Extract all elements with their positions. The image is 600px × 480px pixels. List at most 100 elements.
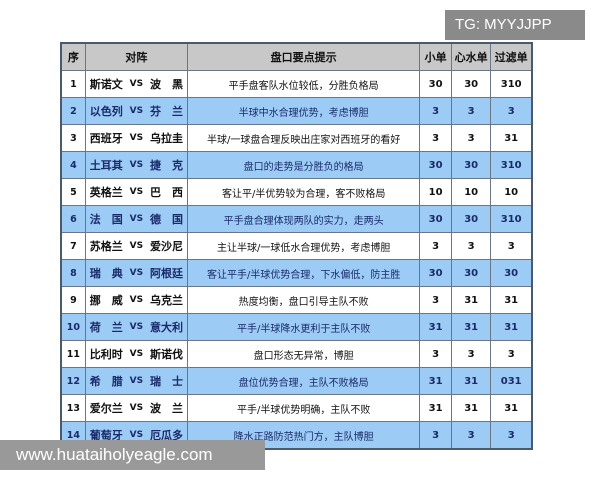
home-team: 爱尔兰 [89, 402, 123, 415]
row-small: 30 [419, 70, 452, 98]
away-team: 芬 兰 [149, 105, 183, 118]
away-team: 乌克兰 [149, 294, 183, 307]
row-small: 10 [419, 178, 452, 206]
away-team: 巴 西 [149, 186, 183, 199]
table-row: 10 荷 兰 VS 意大利 平手/半球降水更利于主队不败 31 31 31 [60, 313, 533, 341]
row-tip: 盘口形态无异常，博胆 [186, 340, 421, 368]
row-tip: 半球中水合理优势，考虑博胆 [186, 97, 421, 125]
away-team: 厄瓜多 [149, 429, 183, 442]
row-seq: 9 [60, 286, 86, 314]
row-small: 31 [419, 367, 452, 395]
row-filter: 3 [490, 340, 533, 368]
row-pick: 31 [450, 286, 492, 314]
home-team: 以色列 [89, 105, 123, 118]
row-pick: 3 [450, 124, 492, 152]
table-row: 2 以色列 VS 芬 兰半球中水合理优势，考虑博胆 3 3 3 [60, 97, 533, 125]
row-tip: 平手盘客队水位较低，分胜负格局 [186, 70, 421, 98]
row-small: 3 [419, 340, 452, 368]
row-tip: 客让平/半优势较为合理，客不败格局 [186, 178, 421, 206]
table-row: 13 爱尔兰 VS 波 兰平手/半球优势明确，主队不败 31 31 31 [60, 394, 533, 422]
row-seq: 4 [60, 151, 86, 179]
vs-label: VS [129, 79, 144, 89]
row-seq: 2 [60, 97, 86, 125]
away-team: 意大利 [149, 321, 183, 334]
away-team: 德 国 [149, 213, 183, 226]
away-team: 瑞 士 [149, 375, 183, 388]
row-seq: 8 [60, 259, 86, 287]
row-small: 3 [419, 421, 452, 450]
row-pick: 31 [450, 394, 492, 422]
header-seq: 序 [60, 42, 86, 71]
row-match: 土耳其 VS 捷 克 [84, 151, 188, 179]
vs-label: VS [129, 322, 144, 332]
home-team: 法 国 [89, 213, 123, 226]
home-team: 荷 兰 [89, 321, 123, 334]
home-team: 苏格兰 [89, 240, 123, 253]
row-pick: 10 [450, 178, 492, 206]
row-match: 英格兰 VS 巴 西 [84, 178, 188, 206]
row-small: 3 [419, 97, 452, 125]
vs-label: VS [129, 430, 144, 440]
vs-label: VS [129, 214, 144, 224]
away-team: 阿根廷 [149, 267, 183, 280]
table-row: 7 苏格兰 VS 爱沙尼 主让半球/一球低水合理优势，考虑博胆 3 3 3 [60, 232, 533, 260]
table-row: 4 土耳其 VS 捷 克盘口的走势是分胜负的格局 30 30 310 [60, 151, 533, 179]
row-seq: 13 [60, 394, 86, 422]
prediction-table: 序 对阵 盘口要点提示 小单 心水单 过滤单 1 斯诺文 VS 波 黑平手盘客队水位较… [60, 42, 533, 450]
table-row: 3 西班牙 VS 乌拉圭 半球/一球盘合理反映出庄家对西班牙的看好 3 3 31 [60, 124, 533, 152]
vs-label: VS [129, 241, 144, 251]
row-tip: 热度均衡，盘口引导主队不败 [186, 286, 421, 314]
vs-label: VS [129, 349, 144, 359]
row-filter: 31 [490, 124, 533, 152]
away-team: 捷 克 [149, 159, 183, 172]
home-team: 斯诺文 [89, 78, 123, 91]
row-filter: 3 [490, 232, 533, 260]
table-row: 1 斯诺文 VS 波 黑平手盘客队水位较低，分胜负格局 30 30 310 [60, 70, 533, 98]
away-team: 乌拉圭 [149, 132, 183, 145]
header-small: 小单 [419, 42, 452, 71]
home-team: 比利时 [89, 348, 123, 361]
row-filter: 310 [490, 151, 533, 179]
row-filter: 30 [490, 259, 533, 287]
row-filter: 3 [490, 97, 533, 125]
row-filter: 31 [490, 286, 533, 314]
watermark-telegram: TG: MYYJJPP [445, 10, 585, 40]
row-seq: 5 [60, 178, 86, 206]
row-seq: 3 [60, 124, 86, 152]
row-seq: 1 [60, 70, 86, 98]
row-small: 3 [419, 232, 452, 260]
row-match: 爱尔兰 VS 波 兰 [84, 394, 188, 422]
home-team: 西班牙 [89, 132, 123, 145]
row-tip: 半球/一球盘合理反映出庄家对西班牙的看好 [186, 124, 421, 152]
row-match: 挪 威 VS 乌克兰 [84, 286, 188, 314]
row-match: 希 腊 VS 瑞 士 [84, 367, 188, 395]
row-tip: 降水正路防范热门方，主队博胆 [186, 421, 421, 450]
row-tip: 客让平手/半球优势合理，下水偏低，防主胜 [186, 259, 421, 287]
row-match: 斯诺文 VS 波 黑 [84, 70, 188, 98]
row-pick: 30 [450, 151, 492, 179]
row-pick: 3 [450, 232, 492, 260]
header-pick: 心水单 [450, 42, 492, 71]
table-row: 11 比利时 VS 斯诺伐 盘口形态无异常，博胆 3 3 3 [60, 340, 533, 368]
vs-label: VS [129, 106, 144, 116]
home-team: 土耳其 [89, 159, 123, 172]
row-match: 苏格兰 VS 爱沙尼 [84, 232, 188, 260]
row-small: 30 [419, 205, 452, 233]
row-seq: 10 [60, 313, 86, 341]
row-tip: 主让半球/一球低水合理优势，考虑博胆 [186, 232, 421, 260]
row-match: 瑞 典 VS 阿根廷 [84, 259, 188, 287]
vs-label: VS [129, 268, 144, 278]
row-seq: 7 [60, 232, 86, 260]
table-row: 5 英格兰 VS 巴 西客让平/半优势较为合理，客不败格局 10 10 10 [60, 178, 533, 206]
row-small: 31 [419, 313, 452, 341]
row-match: 以色列 VS 芬 兰 [84, 97, 188, 125]
row-filter: 10 [490, 178, 533, 206]
away-team: 斯诺伐 [149, 348, 183, 361]
row-pick: 30 [450, 70, 492, 98]
row-match: 比利时 VS 斯诺伐 [84, 340, 188, 368]
away-team: 波 黑 [149, 78, 183, 91]
row-filter: 31 [490, 394, 533, 422]
row-small: 30 [419, 151, 452, 179]
header-match: 对阵 [84, 42, 188, 71]
